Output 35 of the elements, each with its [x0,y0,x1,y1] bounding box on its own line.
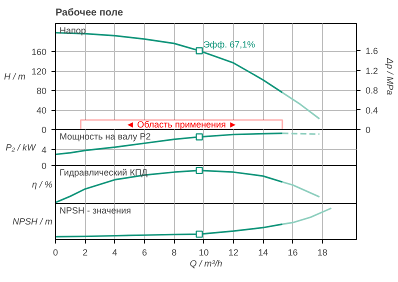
annotation: NPSH - значения [60,206,132,216]
chart-title: Рабочее поле [56,8,124,18]
x-tick-label: 14 [258,248,268,258]
y-tick-label: 40 [36,106,47,116]
x-axis-title: Q / m³/h [190,258,222,268]
y2-tick-label: 0.8 [366,86,378,96]
x-tick-label: 0 [52,248,58,258]
x-tick-label: 8 [172,248,177,258]
x-tick-label: 12 [228,248,238,258]
x-tick-label: 4 [112,248,118,258]
y-tick-label: 80 [36,86,47,96]
y2-tick-label: 0.4 [366,105,378,116]
x-tick-label: 10 [198,248,209,258]
y2-axis-title: Δp / MPa [385,56,396,96]
y-tick-label: 4 [41,145,47,156]
y-axis-title: η / % [32,180,53,190]
y-axis-title: H / m [4,72,26,82]
y-tick-label: 120 [31,66,47,77]
x-tick-label: 18 [317,248,328,258]
annotation: Мощность на валу P2 [60,132,151,142]
y-tick-label: 160 [31,47,47,58]
band-label: ◄ Область применения ► [126,120,238,130]
y2-tick-label: 1.6 [366,46,378,56]
x-tick-label: 2 [82,248,88,258]
y2-tick-label: 0 [366,125,371,135]
y-tick-label: 0 [41,125,47,135]
y-tick-label: 0 [41,161,47,171]
x-tick-label: 16 [288,248,298,258]
annotation: Гидравлический КПД [60,168,148,178]
y-axis-title: P₂ / kW [6,142,37,152]
x-tick-label: 6 [142,248,147,258]
annotation: Эфф. 67,1% [203,40,256,50]
y2-tick-label: 1.2 [366,66,378,76]
line-series [56,132,284,156]
y-axis-title: NPSH / m [12,216,54,226]
